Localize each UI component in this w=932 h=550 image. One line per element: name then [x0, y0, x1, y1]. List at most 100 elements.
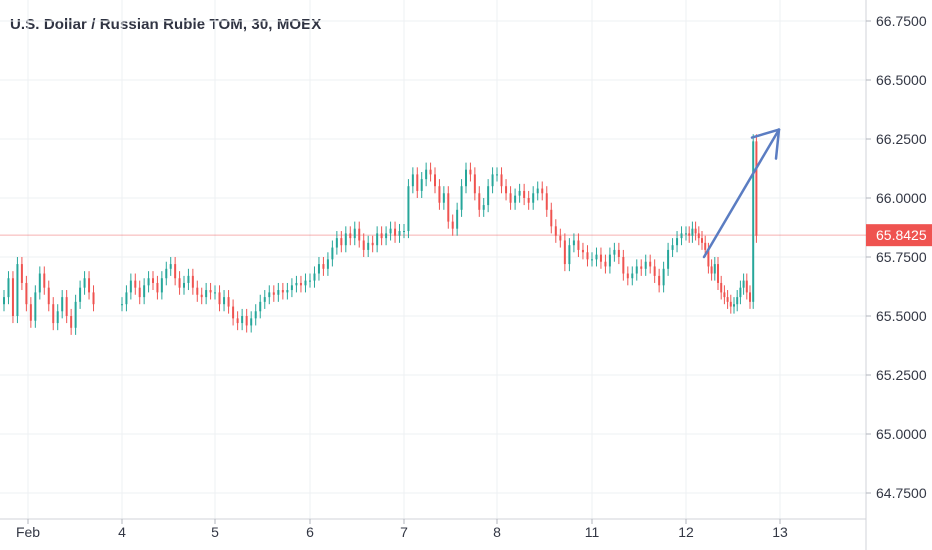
candle[interactable]	[527, 190, 530, 210]
candle[interactable]	[667, 242, 670, 276]
candle[interactable]	[56, 304, 59, 331]
candle[interactable]	[640, 259, 643, 276]
candle[interactable]	[608, 247, 611, 274]
candle[interactable]	[532, 186, 535, 210]
candle[interactable]	[241, 308, 244, 331]
candle[interactable]	[335, 231, 338, 255]
candle[interactable]	[299, 275, 302, 293]
candle[interactable]	[429, 162, 432, 182]
candle[interactable]	[680, 226, 683, 246]
candle[interactable]	[536, 181, 539, 201]
candle[interactable]	[745, 273, 748, 300]
candle[interactable]	[11, 271, 14, 324]
candle[interactable]	[717, 257, 719, 291]
candle[interactable]	[622, 249, 625, 281]
candle[interactable]	[7, 271, 10, 305]
candle[interactable]	[353, 221, 356, 246]
candle[interactable]	[742, 273, 745, 295]
candle[interactable]	[505, 179, 508, 201]
candles[interactable]	[3, 134, 758, 335]
candle[interactable]	[245, 308, 248, 333]
candle[interactable]	[649, 254, 652, 274]
candle[interactable]	[34, 285, 37, 328]
candle[interactable]	[688, 226, 691, 243]
candle[interactable]	[438, 179, 441, 210]
candle[interactable]	[739, 280, 742, 305]
candle[interactable]	[568, 238, 571, 272]
candle[interactable]	[563, 233, 566, 272]
candle[interactable]	[88, 271, 91, 300]
candle[interactable]	[752, 134, 755, 309]
candle[interactable]	[613, 242, 616, 262]
candle[interactable]	[478, 186, 481, 217]
candle[interactable]	[169, 257, 172, 276]
candle[interactable]	[196, 280, 199, 302]
candle[interactable]	[691, 221, 694, 243]
candle[interactable]	[268, 285, 271, 305]
candle[interactable]	[626, 266, 629, 286]
candle[interactable]	[710, 259, 713, 281]
candle[interactable]	[52, 297, 55, 331]
candle[interactable]	[500, 167, 503, 194]
candle[interactable]	[713, 257, 716, 281]
candle[interactable]	[254, 304, 257, 326]
candle[interactable]	[635, 259, 638, 281]
candle[interactable]	[25, 275, 28, 312]
candle[interactable]	[662, 261, 665, 293]
candle[interactable]	[272, 285, 275, 302]
candle[interactable]	[263, 290, 266, 309]
candle[interactable]	[281, 282, 284, 300]
candle[interactable]	[331, 240, 334, 267]
candle[interactable]	[286, 282, 289, 300]
trend-arrow[interactable]	[702, 128, 781, 259]
candle[interactable]	[398, 223, 401, 243]
candle[interactable]	[473, 167, 476, 201]
candle[interactable]	[313, 266, 316, 288]
candle[interactable]	[509, 186, 512, 210]
candle[interactable]	[20, 257, 23, 291]
candle[interactable]	[156, 275, 159, 300]
candle[interactable]	[326, 252, 329, 276]
candle[interactable]	[367, 235, 370, 257]
candle[interactable]	[586, 245, 589, 267]
candle[interactable]	[653, 259, 656, 283]
candle[interactable]	[604, 254, 607, 274]
candle[interactable]	[70, 308, 73, 335]
candle[interactable]	[134, 273, 137, 295]
candle[interactable]	[595, 247, 598, 267]
candle[interactable]	[380, 226, 383, 246]
candle[interactable]	[442, 186, 445, 210]
candle[interactable]	[138, 280, 141, 305]
candle[interactable]	[749, 285, 751, 309]
candle[interactable]	[420, 172, 423, 198]
candle[interactable]	[451, 214, 454, 236]
candle[interactable]	[723, 285, 726, 305]
candle[interactable]	[671, 238, 674, 257]
candle[interactable]	[460, 179, 463, 217]
candle[interactable]	[178, 271, 181, 295]
candle[interactable]	[482, 198, 485, 217]
candle[interactable]	[129, 273, 132, 300]
candle[interactable]	[581, 242, 584, 260]
candle[interactable]	[550, 202, 553, 234]
candle[interactable]	[358, 221, 361, 248]
candle[interactable]	[403, 223, 405, 239]
candle[interactable]	[218, 285, 221, 312]
candle[interactable]	[183, 275, 185, 295]
candle[interactable]	[496, 167, 498, 182]
candle[interactable]	[92, 285, 95, 312]
candle[interactable]	[572, 233, 575, 253]
candle[interactable]	[362, 233, 365, 257]
candle[interactable]	[236, 311, 239, 331]
candle[interactable]	[232, 299, 235, 326]
candle[interactable]	[143, 278, 146, 305]
candle[interactable]	[344, 226, 347, 253]
candle[interactable]	[74, 294, 77, 335]
candle[interactable]	[545, 186, 548, 217]
candle[interactable]	[223, 290, 226, 312]
candle[interactable]	[518, 183, 521, 203]
candle[interactable]	[701, 231, 703, 250]
candle[interactable]	[147, 271, 150, 293]
candle[interactable]	[125, 285, 128, 312]
